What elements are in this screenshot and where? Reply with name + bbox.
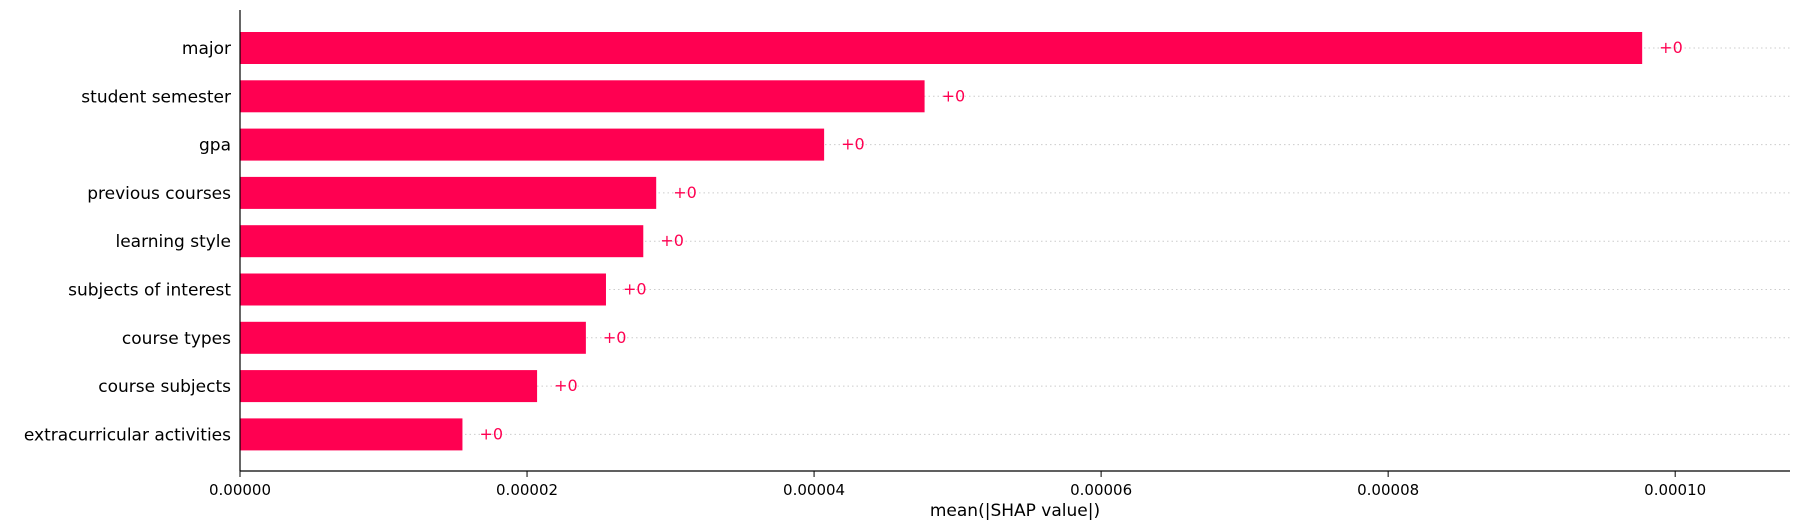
bar [240,273,606,306]
data-label: +0 [603,328,627,347]
data-labels: +0 +0 +0 +0 +0 +0 +0 +0 +0 [479,38,1682,443]
category-label: gpa [199,136,231,156]
bar [240,370,538,403]
bar [240,128,825,161]
bar [240,32,1643,64]
data-label: +0 [623,280,647,299]
x-tick-label: 0.00008 [1357,481,1419,499]
bar [240,321,586,354]
bar [240,176,657,209]
x-tick-label: 0.00002 [496,481,558,499]
data-label: +0 [841,135,865,154]
data-label: +0 [1659,38,1683,57]
bars [240,32,1643,451]
x-tick-label: 0.00000 [209,481,271,499]
row-guides [240,47,1790,435]
category-label: course subjects [98,377,231,397]
category-label: student semester [81,87,231,107]
category-label: major [182,39,231,59]
data-label: +0 [660,231,684,250]
data-label: +0 [942,86,966,105]
x-tick-label: 0.00006 [1070,481,1132,499]
bar [240,80,925,113]
x-axis-title: mean(|SHAP value|) [930,501,1100,521]
category-label: extracurricular activities [24,425,231,445]
category-label: learning style [115,232,231,252]
category-label: course types [122,329,231,349]
data-label: +0 [554,376,578,395]
bar [240,225,644,258]
data-label: +0 [673,183,697,202]
x-tick-label: 0.00010 [1644,481,1706,499]
data-label: +0 [479,424,503,443]
bar [240,418,463,451]
category-label: previous courses [87,184,231,204]
x-tick-label: 0.00004 [783,481,845,499]
category-label: subjects of interest [68,281,231,301]
category-labels: major student semester gpa previous courses… [24,39,231,445]
axes: 0.00000 0.00002 0.00004 0.00006 0.00008 0.000… [209,10,1790,499]
